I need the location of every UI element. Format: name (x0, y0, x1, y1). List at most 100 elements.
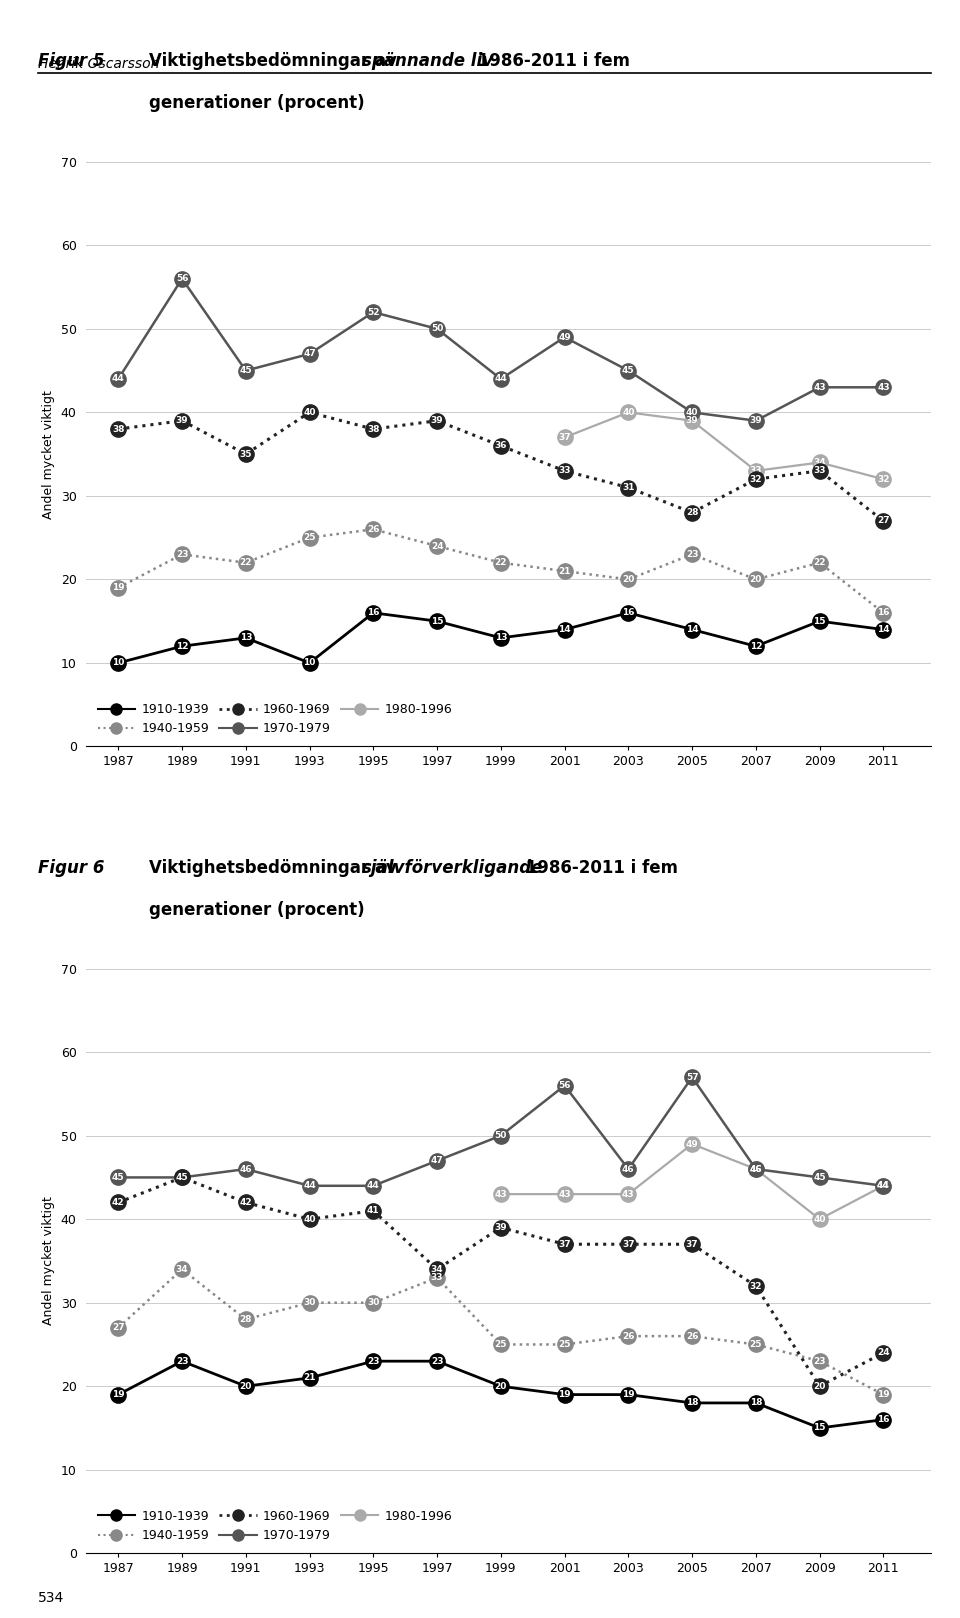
Text: 38: 38 (112, 424, 125, 434)
Text: generationer (procent): generationer (procent) (149, 901, 365, 919)
Text: 22: 22 (240, 558, 252, 568)
Text: 43: 43 (494, 1189, 507, 1199)
Text: 20: 20 (813, 1382, 826, 1391)
Text: 23: 23 (813, 1356, 826, 1366)
Text: 20: 20 (240, 1382, 252, 1391)
Text: 19: 19 (622, 1390, 635, 1400)
Text: 40: 40 (685, 408, 698, 417)
Legend: 1910-1939, 1940-1959, 1960-1969, 1970-1979, 1980-1996: 1910-1939, 1940-1959, 1960-1969, 1970-19… (93, 1505, 457, 1547)
Text: 46: 46 (622, 1165, 635, 1173)
Text: Figur 6: Figur 6 (38, 859, 105, 877)
Text: 25: 25 (303, 534, 316, 542)
Text: 16: 16 (622, 608, 635, 618)
Text: 36: 36 (494, 442, 507, 450)
Text: 27: 27 (877, 516, 890, 526)
Text: 39: 39 (176, 416, 188, 426)
Text: 14: 14 (559, 625, 571, 634)
Text: 35: 35 (240, 450, 252, 458)
Text: 44: 44 (303, 1181, 316, 1191)
Text: 22: 22 (813, 558, 826, 568)
Text: 1986-2011 i fem: 1986-2011 i fem (520, 859, 679, 877)
Text: 30: 30 (367, 1298, 379, 1307)
Text: 40: 40 (622, 408, 635, 417)
Text: 52: 52 (367, 307, 379, 317)
Text: 34: 34 (176, 1265, 188, 1273)
Text: 57: 57 (685, 1073, 699, 1082)
Text: 26: 26 (685, 1332, 698, 1341)
Text: 25: 25 (494, 1340, 507, 1349)
Text: 23: 23 (367, 1356, 379, 1366)
Text: 43: 43 (559, 1189, 571, 1199)
Text: 44: 44 (367, 1181, 380, 1191)
Text: 24: 24 (431, 542, 444, 550)
Text: 37: 37 (685, 1239, 699, 1249)
Text: 27: 27 (112, 1324, 125, 1332)
Text: 39: 39 (685, 416, 699, 426)
Text: 37: 37 (559, 1239, 571, 1249)
Text: 23: 23 (176, 550, 188, 558)
Text: 22: 22 (494, 558, 507, 568)
Text: 24: 24 (877, 1348, 890, 1358)
Text: 37: 37 (622, 1239, 635, 1249)
Text: 45: 45 (622, 366, 635, 375)
Text: 39: 39 (494, 1223, 507, 1231)
Text: 42: 42 (112, 1197, 125, 1207)
Text: 534: 534 (38, 1590, 64, 1605)
Text: 10: 10 (303, 659, 316, 668)
Text: 19: 19 (112, 1390, 125, 1400)
Text: Henrik Oscarsson: Henrik Oscarsson (38, 57, 159, 71)
Text: 20: 20 (494, 1382, 507, 1391)
Text: 16: 16 (367, 608, 379, 618)
Text: 44: 44 (877, 1181, 890, 1191)
Text: 15: 15 (813, 616, 826, 626)
Text: Viktighetsbedömningar av: Viktighetsbedömningar av (149, 52, 402, 70)
Text: 30: 30 (303, 1298, 316, 1307)
Text: 43: 43 (877, 383, 890, 392)
Text: 32: 32 (877, 474, 890, 484)
Text: 16: 16 (877, 1416, 890, 1424)
Text: 39: 39 (431, 416, 444, 426)
Text: 45: 45 (112, 1173, 125, 1181)
Text: 33: 33 (431, 1273, 444, 1281)
Text: 23: 23 (431, 1356, 444, 1366)
Text: 45: 45 (239, 366, 252, 375)
Text: 46: 46 (750, 1165, 762, 1173)
Text: 41: 41 (367, 1207, 379, 1215)
Text: 56: 56 (176, 273, 188, 283)
Text: 46: 46 (750, 1165, 762, 1173)
Text: 32: 32 (750, 474, 762, 484)
Text: 19: 19 (559, 1390, 571, 1400)
Text: 12: 12 (176, 642, 188, 650)
Text: 14: 14 (877, 625, 890, 634)
Text: 45: 45 (176, 1173, 188, 1181)
Text: Figur 5: Figur 5 (38, 52, 105, 70)
Legend: 1910-1939, 1940-1959, 1960-1969, 1970-1979, 1980-1996: 1910-1939, 1940-1959, 1960-1969, 1970-19… (93, 697, 457, 739)
Text: 21: 21 (303, 1374, 316, 1382)
Text: 42: 42 (239, 1197, 252, 1207)
Text: 23: 23 (685, 550, 698, 558)
Text: 43: 43 (813, 383, 826, 392)
Y-axis label: Andel mycket viktigt: Andel mycket viktigt (42, 1197, 55, 1325)
Text: 31: 31 (622, 484, 635, 492)
Text: 39: 39 (750, 416, 762, 426)
Text: Viktighetsbedömningar av: Viktighetsbedömningar av (149, 859, 402, 877)
Text: 18: 18 (750, 1398, 762, 1408)
Text: 40: 40 (303, 1215, 316, 1223)
Text: 44: 44 (877, 1181, 890, 1191)
Text: generationer (procent): generationer (procent) (149, 94, 365, 112)
Text: 19: 19 (112, 582, 125, 592)
Text: 1986-2011 i fem: 1986-2011 i fem (472, 52, 631, 70)
Text: 20: 20 (750, 574, 762, 584)
Text: 10: 10 (112, 659, 125, 668)
Text: 49: 49 (558, 333, 571, 341)
Text: 33: 33 (813, 466, 826, 476)
Text: 28: 28 (240, 1315, 252, 1324)
Text: 26: 26 (622, 1332, 635, 1341)
Text: självförverkligande: självförverkligande (362, 859, 543, 877)
Text: 56: 56 (559, 1081, 571, 1091)
Text: 45: 45 (176, 1173, 188, 1181)
Text: 33: 33 (559, 466, 571, 476)
Text: 46: 46 (239, 1165, 252, 1173)
Text: 34: 34 (813, 458, 826, 468)
Text: 25: 25 (559, 1340, 571, 1349)
